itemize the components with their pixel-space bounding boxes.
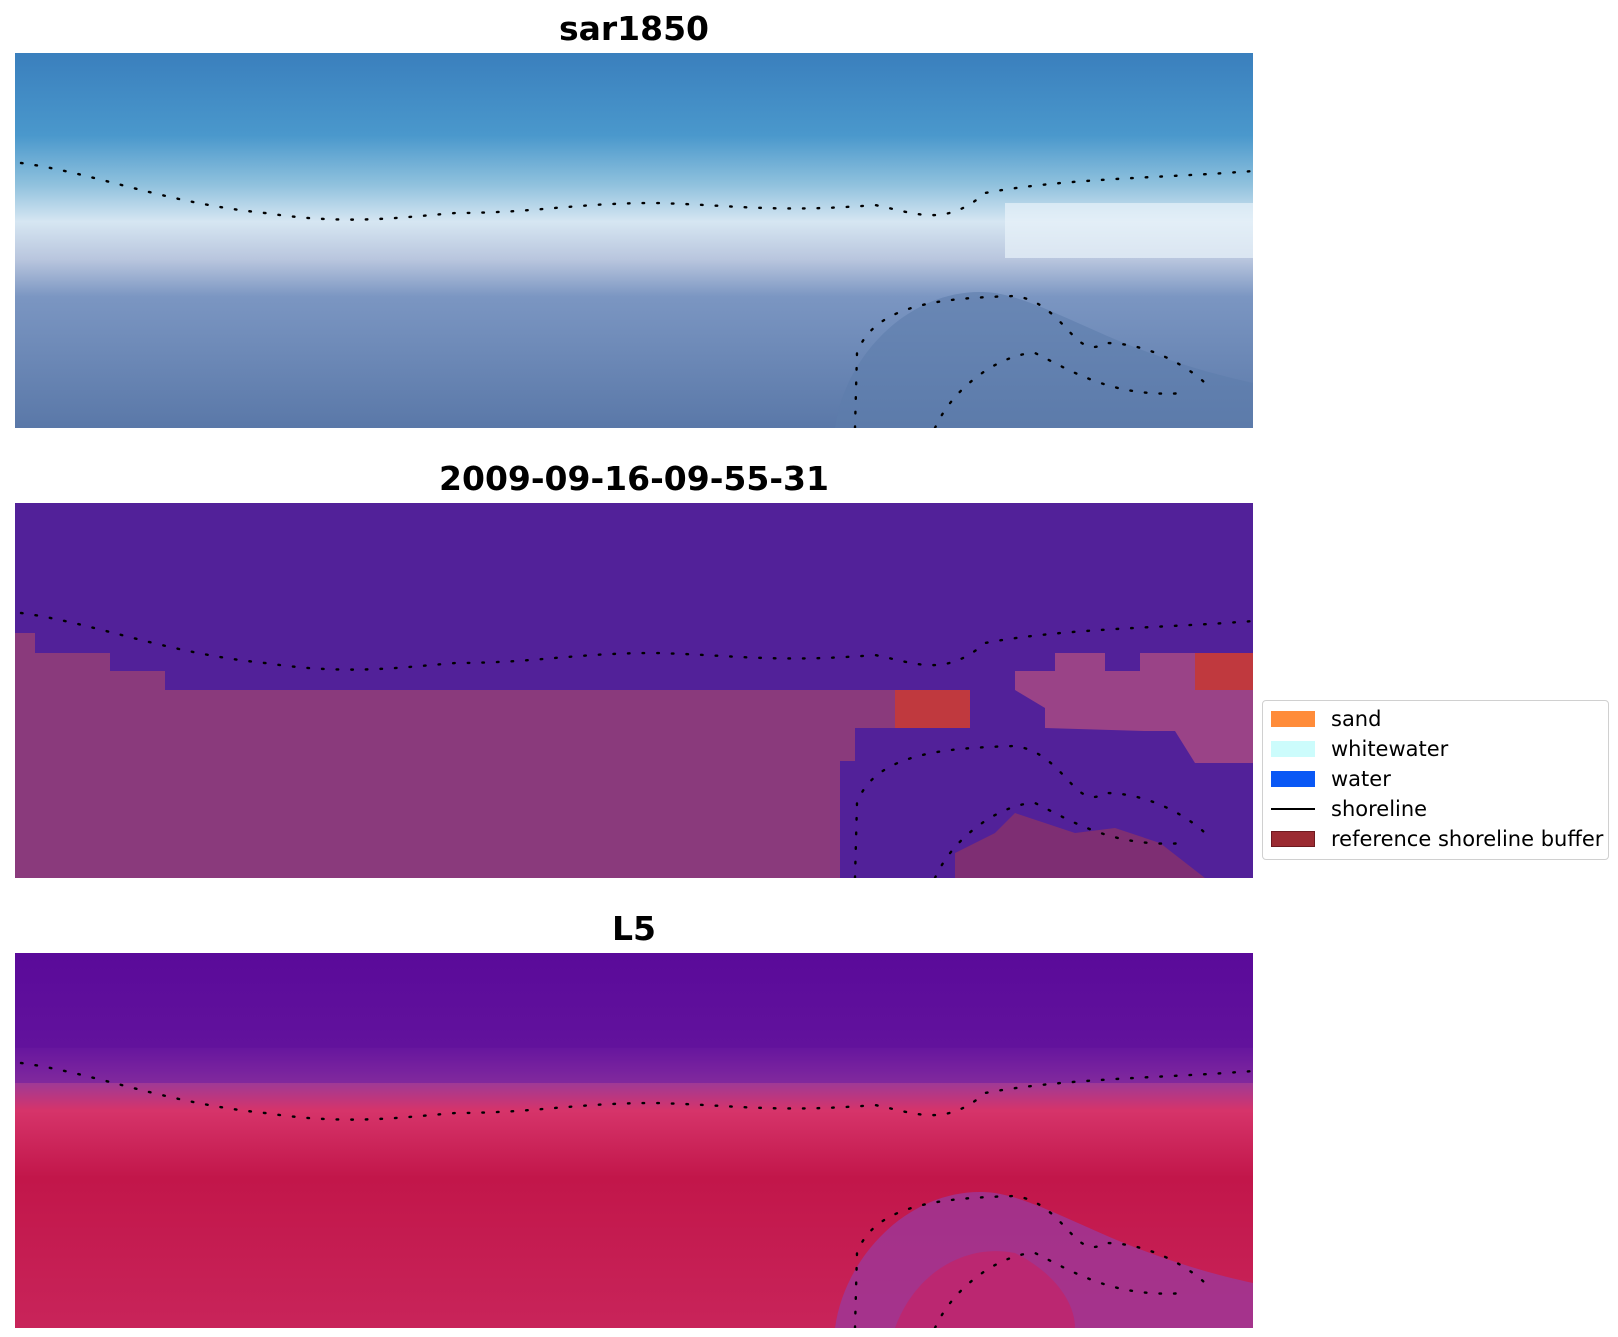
- legend-item-reference-buffer: reference shoreline buffer: [1271, 826, 1603, 852]
- legend-item-whitewater: whitewater: [1271, 736, 1448, 762]
- legend-item-sand: sand: [1271, 706, 1381, 732]
- shoreline-dots-1: [19, 161, 1253, 428]
- legend-label: shoreline: [1331, 797, 1428, 821]
- legend-item-shoreline: shoreline: [1271, 796, 1427, 822]
- image-panel-index: [15, 953, 1253, 1328]
- legend-label: water: [1331, 767, 1391, 791]
- panel-title-1: sar1850: [558, 9, 710, 48]
- panel-title-3: L5: [612, 909, 656, 948]
- shoreline-dots-2: [19, 611, 1253, 878]
- panel-title-2: 2009-09-16-09-55-31: [439, 459, 829, 498]
- whitewater-swatch: [1271, 741, 1315, 757]
- shoreline-dots-3: [19, 1061, 1253, 1328]
- sand-swatch: [1271, 711, 1315, 727]
- index-image-svg: [15, 953, 1253, 1328]
- shoreline-line-icon: [1271, 808, 1315, 810]
- water-swatch: [1271, 771, 1315, 787]
- legend-label: reference shoreline buffer: [1331, 827, 1604, 851]
- rgb-image-svg: [15, 53, 1253, 428]
- classification-image-svg: [15, 503, 1253, 878]
- legend-label: sand: [1331, 707, 1382, 731]
- legend-label: whitewater: [1331, 737, 1449, 761]
- image-panel-classification: [15, 503, 1253, 878]
- legend-item-water: water: [1271, 766, 1391, 792]
- legend: sand whitewater water shoreline referenc…: [1262, 700, 1609, 860]
- image-panel-rgb: [15, 53, 1253, 428]
- reference-buffer-swatch: [1271, 831, 1315, 847]
